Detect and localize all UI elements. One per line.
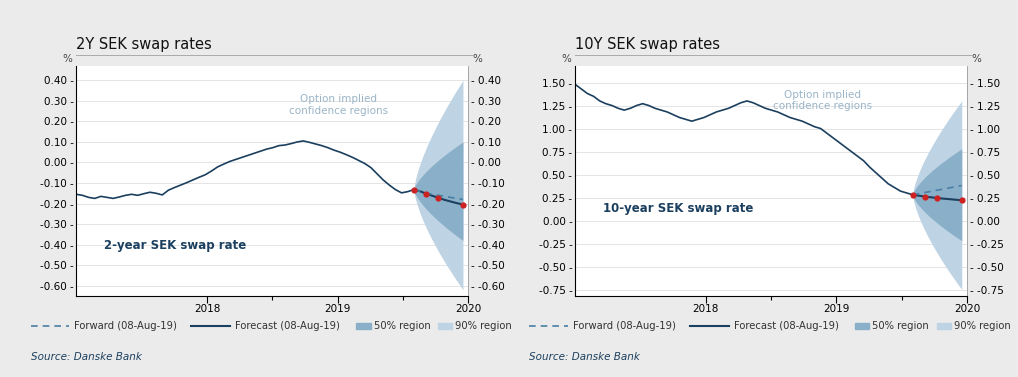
Text: Option implied
confidence regions: Option implied confidence regions (289, 94, 389, 116)
Text: Source: Danske Bank: Source: Danske Bank (529, 352, 640, 362)
Text: 90% region: 90% region (455, 321, 512, 331)
Text: Source: Danske Bank: Source: Danske Bank (31, 352, 142, 362)
Text: 90% region: 90% region (954, 321, 1011, 331)
Text: Option implied
confidence regions: Option implied confidence regions (773, 90, 871, 111)
Text: %: % (561, 54, 571, 64)
Text: Forward (08-Aug-19): Forward (08-Aug-19) (573, 321, 676, 331)
Text: Forecast (08-Aug-19): Forecast (08-Aug-19) (734, 321, 839, 331)
Text: 50% region: 50% region (374, 321, 431, 331)
Text: 10-year SEK swap rate: 10-year SEK swap rate (603, 202, 753, 215)
Text: Forecast (08-Aug-19): Forecast (08-Aug-19) (235, 321, 340, 331)
Text: Forward (08-Aug-19): Forward (08-Aug-19) (74, 321, 177, 331)
Text: 2-year SEK swap rate: 2-year SEK swap rate (104, 239, 246, 252)
Text: 2Y SEK swap rates: 2Y SEK swap rates (76, 37, 212, 52)
Text: %: % (62, 54, 72, 64)
Text: 10Y SEK swap rates: 10Y SEK swap rates (575, 37, 720, 52)
Text: %: % (472, 54, 483, 64)
Text: 50% region: 50% region (872, 321, 929, 331)
Text: %: % (971, 54, 981, 64)
